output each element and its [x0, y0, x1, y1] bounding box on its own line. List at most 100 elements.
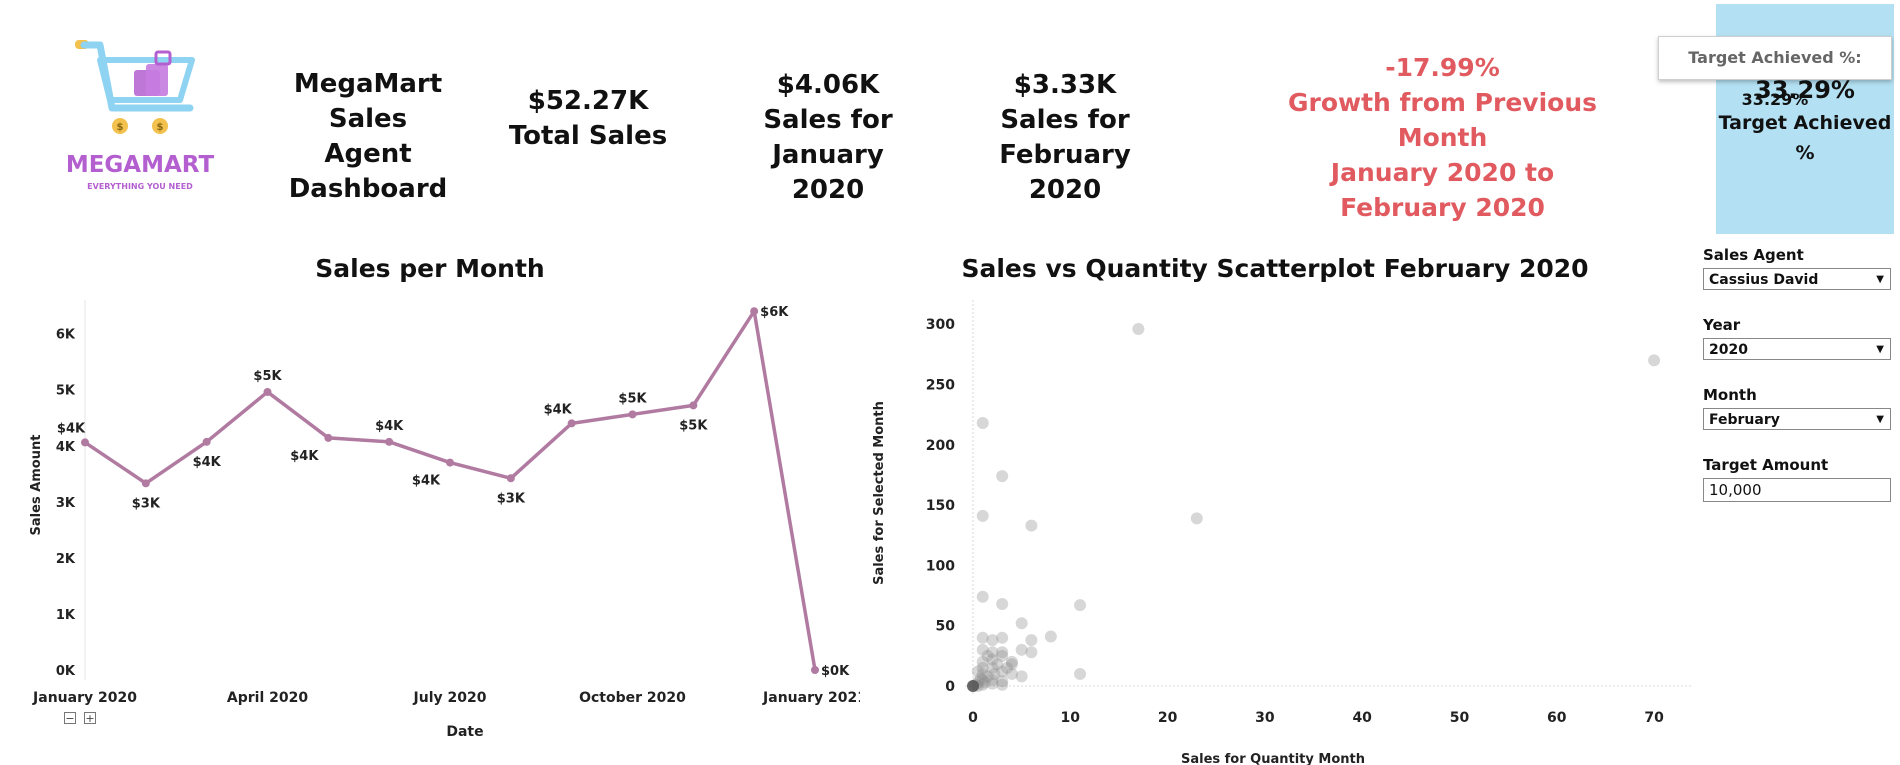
- x-axis-title: Sales for Quantity Month: [1181, 752, 1365, 765]
- filter-year-label: Year: [1703, 316, 1741, 334]
- target-achieved-value: 33.29%: [1716, 76, 1894, 104]
- scatter-point: [991, 658, 1004, 671]
- y-tick-label: 100: [926, 558, 955, 574]
- data-point: [506, 474, 515, 483]
- data-point: [81, 438, 89, 447]
- kpi-january-sales: $4.06K Sales for January 2020: [708, 68, 948, 208]
- filter-year-select[interactable]: 2020 ▼: [1703, 338, 1891, 360]
- x-tick-label: 70: [1644, 710, 1664, 726]
- scatter-point: [976, 590, 989, 603]
- data-label: $4K: [412, 474, 441, 489]
- scatter-point: [978, 676, 991, 689]
- kpi-february-sales: $3.33K Sales for February 2020: [960, 68, 1170, 208]
- scatter-point: [986, 673, 999, 686]
- x-tick-label: 30: [1255, 710, 1275, 726]
- scatter-point: [986, 653, 999, 666]
- data-point: [263, 387, 272, 396]
- page-title-line: Agent: [324, 139, 412, 169]
- kpi-february-label: Sales for: [1000, 105, 1130, 135]
- scatter-point: [981, 649, 994, 662]
- sales-per-month-title: Sales per Month: [315, 254, 545, 283]
- expand-button[interactable]: +: [84, 712, 96, 725]
- filter-sales-agent-label: Sales Agent: [1703, 246, 1804, 264]
- x-tick-label: October 2020: [579, 690, 686, 706]
- scatter-point: [976, 417, 989, 430]
- sales-vs-quantity-chart[interactable]: 0 50 100 150 200 250 300 0 10 20 30 40 50 60 70 Sales f…: [860, 290, 1700, 765]
- scatter-point: [1190, 512, 1203, 525]
- filter-sales-agent-select[interactable]: Cassius David ▼: [1703, 268, 1891, 290]
- y-tick-label: 150: [926, 498, 955, 514]
- sales-per-month-chart[interactable]: 0K 1K 2K 3K 4K 5K 6K January 2020 April 2020 July…: [0, 290, 860, 765]
- target-achieved-label: %: [1795, 142, 1815, 164]
- kpi-growth-label: February 2020: [1340, 193, 1545, 222]
- data-point: [567, 419, 576, 428]
- scatter-point: [976, 673, 989, 686]
- scatter-point: [1044, 630, 1057, 643]
- scatter-point: [986, 661, 999, 674]
- scatter-point: [976, 667, 989, 680]
- data-point: [689, 401, 698, 410]
- scatter-point: [1648, 354, 1661, 367]
- filter-target-amount-input[interactable]: 10,000: [1703, 478, 1891, 502]
- x-axis-title: Date: [446, 724, 483, 740]
- y-tick-label: 300: [926, 317, 955, 333]
- scatter-point: [986, 646, 999, 659]
- scatter-point: [976, 509, 989, 522]
- filter-year-value: 2020: [1709, 342, 1748, 358]
- y-tick-label: 1K: [56, 608, 76, 623]
- scatter-point: [1025, 634, 1038, 647]
- brand-tagline: EVERYTHING YOU NEED: [87, 182, 193, 191]
- kpi-february-value: $3.33K: [1013, 70, 1117, 100]
- data-point: [202, 437, 211, 446]
- scatter-point: [996, 665, 1009, 678]
- y-tick-label: 3K: [56, 496, 76, 511]
- scatter-point: [1015, 670, 1028, 683]
- scatter-point: [976, 655, 989, 668]
- scatter-point: [976, 643, 989, 656]
- shopping-cart-icon: $ $: [75, 40, 195, 134]
- data-label: $4K: [193, 455, 222, 470]
- page-title-line: Dashboard: [288, 174, 448, 204]
- logo: $ $ MEGAMART EVERYTHING YOU NEED: [60, 30, 220, 200]
- data-point: [750, 307, 759, 316]
- scatter-point: [1005, 655, 1018, 668]
- data-point: [628, 410, 637, 419]
- data-label: $0K: [821, 664, 850, 679]
- data-label: $4K: [290, 449, 319, 464]
- scatter-point: [1025, 646, 1038, 659]
- tooltip-key: Target Achieved %:: [1688, 48, 1862, 67]
- scatter-point: [986, 634, 999, 647]
- scatter-point: [996, 646, 1009, 659]
- filter-sales-agent-value: Cassius David: [1709, 272, 1819, 288]
- scatter-title: Sales vs Quantity Scatterplot February 2…: [961, 254, 1589, 283]
- scatter-point: [974, 672, 987, 685]
- x-tick-label: 0: [968, 710, 978, 726]
- scatter-point: [971, 665, 984, 678]
- collapse-button[interactable]: −: [64, 712, 76, 725]
- kpi-growth-value: -17.99%: [1385, 53, 1500, 82]
- page-title-line: MegaMart Sales: [293, 69, 443, 134]
- tooltip-value: 33.29%: [1741, 90, 1809, 109]
- filter-month-select[interactable]: February ▼: [1703, 408, 1891, 430]
- data-label: $5K: [618, 391, 647, 406]
- data-label: $4K: [375, 419, 404, 434]
- kpi-growth: -17.99% Growth from Previous Month Janua…: [1250, 50, 1635, 225]
- kpi-january-value: $4.06K: [776, 70, 880, 100]
- scatter-point: [1074, 599, 1087, 612]
- brand-name: MEGAMART: [65, 152, 215, 178]
- data-label: $5K: [679, 418, 708, 433]
- kpi-january-label: 2020: [791, 175, 865, 205]
- y-axis-title: Sales for Selected Month: [872, 401, 887, 585]
- scatter-point: [1015, 643, 1028, 656]
- chevron-down-icon: ▼: [1876, 344, 1884, 355]
- kpi-january-label: Sales for January: [763, 105, 893, 170]
- y-tick-label: 2K: [56, 552, 76, 567]
- svg-text:$: $: [117, 122, 124, 133]
- x-tick-label: 40: [1352, 710, 1372, 726]
- scatter-point: [996, 470, 1009, 483]
- chevron-down-icon: ▼: [1876, 274, 1884, 285]
- chevron-down-icon: ▼: [1876, 414, 1884, 425]
- scatter-point: [996, 678, 1009, 691]
- y-tick-label: 250: [926, 377, 955, 393]
- x-tick-label: 50: [1450, 710, 1470, 726]
